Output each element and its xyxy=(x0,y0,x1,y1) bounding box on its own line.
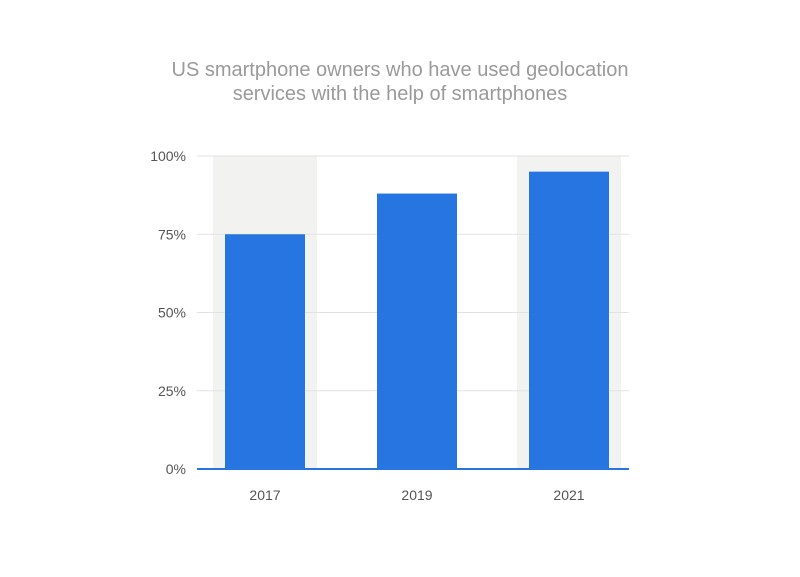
y-tick-label: 50% xyxy=(158,305,186,321)
y-tick-label: 75% xyxy=(158,226,186,242)
x-tick-labels: 2017 2019 2021 xyxy=(249,487,584,503)
bar-2019 xyxy=(377,193,457,469)
chart-title: US smartphone owners who have used geolo… xyxy=(0,58,800,106)
y-tick-label: 25% xyxy=(158,383,186,399)
y-tick-label: 0% xyxy=(166,461,186,477)
x-tick-label: 2021 xyxy=(553,487,584,503)
y-tick-labels: 0% 25% 50% 75% 100% xyxy=(150,148,186,477)
y-tick-label: 100% xyxy=(150,148,186,164)
bar-2017 xyxy=(225,234,305,469)
chart-title-line-1: US smartphone owners who have used geolo… xyxy=(171,59,629,81)
x-tick-label: 2019 xyxy=(401,487,432,503)
bar-2021 xyxy=(529,171,609,469)
chart-title-line-2: services with the help of smartphones xyxy=(232,83,568,105)
bars-layer xyxy=(225,171,609,469)
x-tick-label: 2017 xyxy=(249,487,280,503)
